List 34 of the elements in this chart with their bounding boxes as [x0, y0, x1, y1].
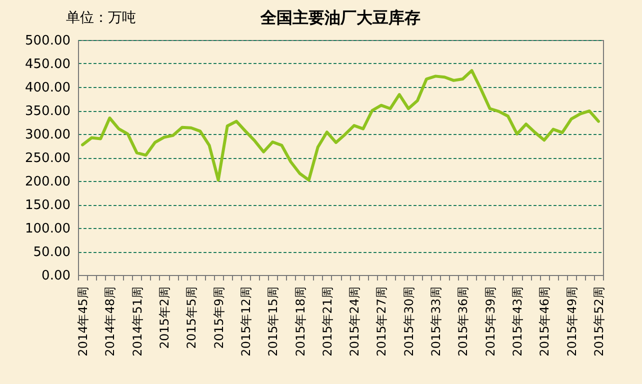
x-tick-label: 2015年2周 — [157, 286, 172, 349]
x-tick-label: 2015年52周 — [592, 286, 606, 356]
y-tick-label: 100.00 — [25, 222, 70, 236]
chart-title: 全国主要油厂大豆库存 — [260, 8, 420, 27]
x-tick-label: 2015年49周 — [564, 286, 579, 356]
y-tick-label: 150.00 — [25, 198, 70, 213]
line-series — [81, 69, 600, 182]
x-tick-label: 2015年33周 — [429, 286, 444, 356]
y-tick-label: 400.00 — [25, 80, 70, 96]
x-tick-label: 2015年43周 — [510, 286, 525, 356]
x-tick-label: 2015年36周 — [456, 286, 470, 356]
y-tick-label: 350.00 — [25, 104, 70, 119]
x-tick-label: 2015年24周 — [348, 286, 362, 356]
x-tick-label: 2015年15周 — [266, 286, 280, 356]
y-tick-label: 450.00 — [25, 57, 70, 72]
y-tick-label: 200.00 — [25, 174, 70, 190]
x-tick-label: 2014年48周 — [103, 286, 118, 356]
x-tick-label: 2015年30周 — [402, 286, 416, 356]
x-tick-label: 2014年45周 — [76, 286, 90, 356]
x-tick-label: 2015年27周 — [374, 286, 389, 356]
y-tick-label: 250.00 — [25, 151, 70, 166]
y-tick-label: 0.00 — [42, 268, 70, 284]
y-tick-label: 300.00 — [25, 128, 70, 142]
x-tick-label: 2015年5周 — [184, 286, 199, 349]
x-tick-label: 2015年21周 — [320, 286, 334, 356]
x-tick-label: 2015年9周 — [212, 286, 226, 349]
x-tick-label: 2015年39周 — [483, 286, 498, 356]
x-tick-label: 2015年12周 — [238, 286, 253, 356]
text: 单位：万吨 — [66, 9, 136, 27]
y-tick-label: 500.00 — [25, 34, 70, 48]
y-tick-label: 50.00 — [33, 245, 70, 260]
x-tick-label: 2015年46周 — [538, 286, 552, 356]
x-tick-label: 2015年18周 — [293, 286, 308, 356]
x-tick-label: 2014年51周 — [130, 286, 144, 356]
